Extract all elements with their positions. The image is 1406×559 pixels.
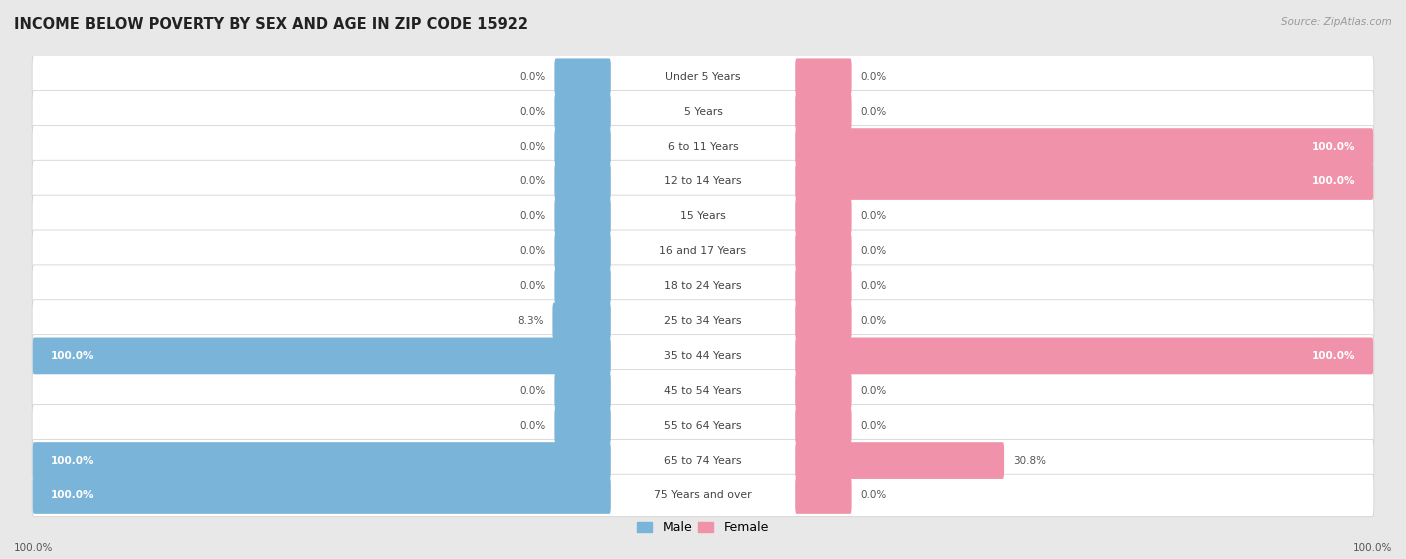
FancyBboxPatch shape xyxy=(32,160,1374,203)
Text: 0.0%: 0.0% xyxy=(860,386,886,396)
Text: 100.0%: 100.0% xyxy=(14,543,53,553)
FancyBboxPatch shape xyxy=(796,372,852,409)
FancyBboxPatch shape xyxy=(32,442,610,479)
Text: 0.0%: 0.0% xyxy=(520,421,546,430)
Text: 0.0%: 0.0% xyxy=(860,72,886,82)
FancyBboxPatch shape xyxy=(32,230,1374,272)
FancyBboxPatch shape xyxy=(554,163,610,200)
Text: 0.0%: 0.0% xyxy=(520,386,546,396)
Text: 12 to 14 Years: 12 to 14 Years xyxy=(664,177,742,187)
Text: INCOME BELOW POVERTY BY SEX AND AGE IN ZIP CODE 15922: INCOME BELOW POVERTY BY SEX AND AGE IN Z… xyxy=(14,17,529,32)
Text: 100.0%: 100.0% xyxy=(1312,141,1355,151)
Text: 100.0%: 100.0% xyxy=(51,351,94,361)
Text: 75 Years and over: 75 Years and over xyxy=(654,490,752,500)
Text: 100.0%: 100.0% xyxy=(51,490,94,500)
Text: 35 to 44 Years: 35 to 44 Years xyxy=(664,351,742,361)
Text: 0.0%: 0.0% xyxy=(860,316,886,326)
Text: 0.0%: 0.0% xyxy=(520,72,546,82)
FancyBboxPatch shape xyxy=(32,338,610,375)
FancyBboxPatch shape xyxy=(32,125,1374,168)
FancyBboxPatch shape xyxy=(554,128,610,165)
FancyBboxPatch shape xyxy=(32,195,1374,238)
Text: 0.0%: 0.0% xyxy=(860,107,886,117)
FancyBboxPatch shape xyxy=(554,408,610,444)
FancyBboxPatch shape xyxy=(553,302,610,339)
FancyBboxPatch shape xyxy=(554,198,610,235)
Text: 45 to 54 Years: 45 to 54 Years xyxy=(664,386,742,396)
Text: 65 to 74 Years: 65 to 74 Years xyxy=(664,456,742,466)
Text: Source: ZipAtlas.com: Source: ZipAtlas.com xyxy=(1281,17,1392,27)
FancyBboxPatch shape xyxy=(32,369,1374,412)
FancyBboxPatch shape xyxy=(554,268,610,305)
FancyBboxPatch shape xyxy=(796,408,852,444)
FancyBboxPatch shape xyxy=(554,93,610,130)
Text: 0.0%: 0.0% xyxy=(860,247,886,256)
Text: 55 to 64 Years: 55 to 64 Years xyxy=(664,421,742,430)
Text: 100.0%: 100.0% xyxy=(51,456,94,466)
FancyBboxPatch shape xyxy=(32,404,1374,447)
Text: 18 to 24 Years: 18 to 24 Years xyxy=(664,281,742,291)
Text: 6 to 11 Years: 6 to 11 Years xyxy=(668,141,738,151)
FancyBboxPatch shape xyxy=(32,474,1374,517)
FancyBboxPatch shape xyxy=(554,59,610,95)
Text: 100.0%: 100.0% xyxy=(1312,351,1355,361)
Text: 5 Years: 5 Years xyxy=(683,107,723,117)
FancyBboxPatch shape xyxy=(796,233,852,269)
FancyBboxPatch shape xyxy=(796,163,1374,200)
FancyBboxPatch shape xyxy=(796,198,852,235)
FancyBboxPatch shape xyxy=(554,372,610,409)
Text: 0.0%: 0.0% xyxy=(520,177,546,187)
Text: 0.0%: 0.0% xyxy=(520,211,546,221)
Text: Under 5 Years: Under 5 Years xyxy=(665,72,741,82)
FancyBboxPatch shape xyxy=(796,93,852,130)
FancyBboxPatch shape xyxy=(32,55,1374,98)
Text: 100.0%: 100.0% xyxy=(1353,543,1392,553)
Text: 15 Years: 15 Years xyxy=(681,211,725,221)
Text: 0.0%: 0.0% xyxy=(520,141,546,151)
FancyBboxPatch shape xyxy=(796,128,1374,165)
FancyBboxPatch shape xyxy=(32,91,1374,133)
Text: 30.8%: 30.8% xyxy=(1012,456,1046,466)
Text: 25 to 34 Years: 25 to 34 Years xyxy=(664,316,742,326)
FancyBboxPatch shape xyxy=(796,477,852,514)
FancyBboxPatch shape xyxy=(32,300,1374,342)
Text: 8.3%: 8.3% xyxy=(517,316,544,326)
Text: 0.0%: 0.0% xyxy=(860,421,886,430)
Text: 0.0%: 0.0% xyxy=(860,490,886,500)
Legend: Male, Female: Male, Female xyxy=(633,516,773,539)
FancyBboxPatch shape xyxy=(32,439,1374,482)
FancyBboxPatch shape xyxy=(796,59,852,95)
Text: 0.0%: 0.0% xyxy=(520,281,546,291)
Text: 100.0%: 100.0% xyxy=(1312,177,1355,187)
FancyBboxPatch shape xyxy=(554,233,610,269)
Text: 0.0%: 0.0% xyxy=(520,247,546,256)
FancyBboxPatch shape xyxy=(32,265,1374,307)
FancyBboxPatch shape xyxy=(796,338,1374,375)
FancyBboxPatch shape xyxy=(32,335,1374,377)
FancyBboxPatch shape xyxy=(32,477,610,514)
FancyBboxPatch shape xyxy=(796,302,852,339)
Text: 0.0%: 0.0% xyxy=(860,211,886,221)
FancyBboxPatch shape xyxy=(796,268,852,305)
Text: 0.0%: 0.0% xyxy=(860,281,886,291)
Text: 0.0%: 0.0% xyxy=(520,107,546,117)
FancyBboxPatch shape xyxy=(796,442,1004,479)
Text: 16 and 17 Years: 16 and 17 Years xyxy=(659,247,747,256)
